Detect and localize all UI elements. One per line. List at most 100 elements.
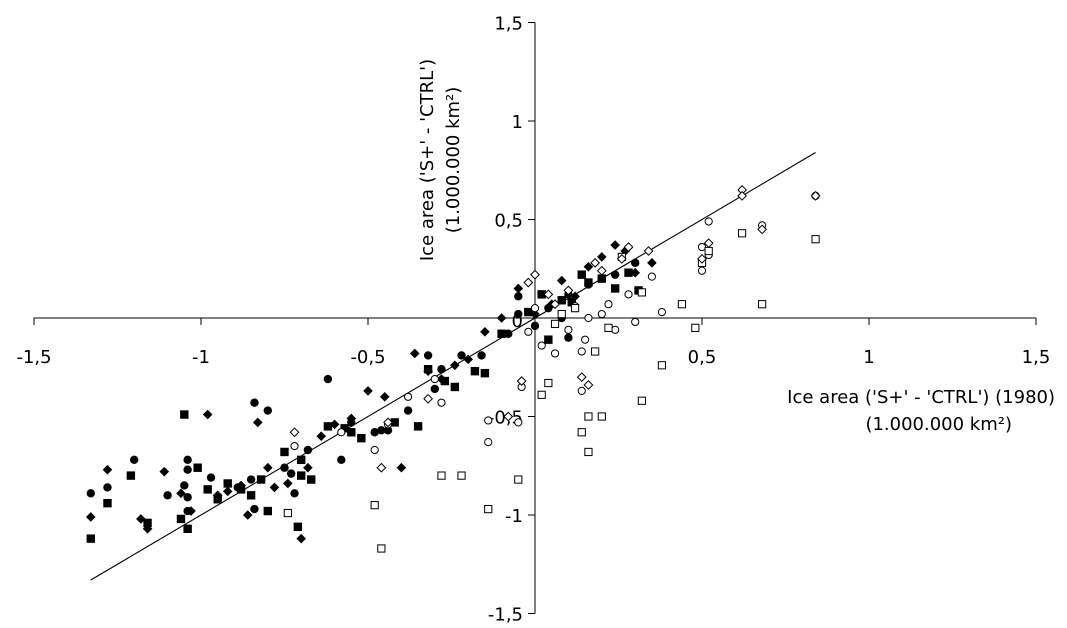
data-point [624,268,633,277]
data-point [183,493,192,502]
data-point [757,224,768,235]
data-point [604,300,613,309]
data-point [604,323,613,332]
data-point [86,534,95,543]
data-point [263,406,272,415]
y-axis-title-line: (1.000.000 km²) [443,87,464,234]
data-point [583,261,594,272]
data-point [577,428,586,437]
data-point [647,258,657,268]
data-point [290,489,299,498]
data-point [597,252,607,262]
data-point [130,455,139,465]
data-point [337,428,346,437]
data-point [176,514,186,524]
y-axis-title-line: Ice area ('S+' - 'CTRL') [417,59,438,261]
data-point [537,341,546,350]
data-point [283,508,292,518]
data-point [657,361,667,370]
ticks-layer: -1,5-1-0,50,511,51,510,50-0,5-1-1,5 [16,14,1050,626]
data-point [450,382,460,392]
data-point [409,348,420,359]
series-filled-circle [86,258,640,516]
data-point [423,393,434,404]
data-point [206,473,216,482]
data-point [363,386,373,396]
data-point [484,438,493,447]
data-point [624,290,633,299]
data-point [477,351,486,360]
data-point [611,325,620,334]
y-tick-label: -1,5 [488,605,523,624]
data-point [379,392,390,402]
data-point [136,514,146,524]
data-point [697,242,707,252]
data-point [346,413,357,424]
data-point [480,326,490,337]
data-point [202,409,213,420]
y-tick-label: -1 [505,506,523,527]
data-point [193,463,202,472]
data-point [584,412,593,421]
data-point [250,398,259,407]
data-point [297,455,306,465]
data-point [513,283,524,294]
data-point [584,278,593,287]
data-point [103,483,112,492]
y-tick-label: 1 [512,112,523,133]
data-point [544,335,553,344]
data-point [597,309,606,319]
data-point [183,465,192,474]
data-point [370,445,379,455]
data-point [567,298,576,307]
data-point [126,471,136,480]
data-point [530,269,540,280]
data-point [544,378,553,388]
x-tick-label: -1,5 [16,347,51,368]
titles-layer: Ice area ('S+' - 'CTRL') (1980) (1.000.00… [417,59,1055,435]
data-point [631,317,640,327]
data-point [530,321,540,331]
data-point [85,512,96,522]
data-point [263,506,272,516]
data-point [142,523,153,534]
data-point [223,479,232,488]
data-point [514,309,523,319]
x-tick-label: -0,5 [350,347,385,368]
data-point [480,368,490,378]
data-point [697,253,707,264]
data-point [557,309,566,319]
data-point [524,327,533,336]
data-point [286,469,296,478]
data-point [163,491,172,500]
data-point [323,422,333,431]
data-point [503,411,514,422]
data-point [514,475,523,484]
data-point [390,418,399,427]
data-point [289,427,300,438]
data-point [437,398,446,407]
data-point [159,466,170,477]
data-point [370,501,379,510]
data-point [256,475,266,484]
data-point [396,462,407,473]
series-open-square [283,229,820,553]
data-point [423,366,433,376]
data-point [610,240,620,250]
data-point [610,284,620,293]
data-point [296,533,306,544]
x-tick-label: 1 [863,347,874,368]
data-point [323,374,333,384]
data-point [811,235,820,244]
data-point [212,490,223,501]
data-point [430,374,439,384]
data-point [316,431,327,441]
data-point [437,471,446,480]
data-point [810,190,821,201]
data-point [623,242,634,252]
data-point [252,417,263,428]
data-point [577,270,586,279]
data-point [484,504,493,514]
